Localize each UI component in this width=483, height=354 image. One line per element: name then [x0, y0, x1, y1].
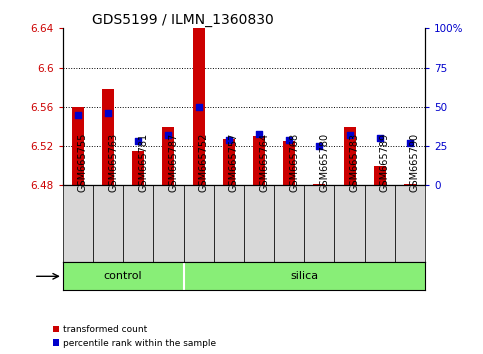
Bar — [102, 89, 114, 185]
Text: GSM665757: GSM665757 — [229, 132, 239, 192]
Text: silica: silica — [290, 271, 318, 281]
Text: GDS5199 / ILMN_1360830: GDS5199 / ILMN_1360830 — [92, 13, 273, 27]
Point — [376, 136, 384, 141]
FancyBboxPatch shape — [304, 185, 334, 262]
Bar — [374, 166, 386, 185]
Text: GSM665780: GSM665780 — [319, 132, 329, 192]
Bar — [72, 107, 84, 185]
FancyBboxPatch shape — [334, 185, 365, 262]
Text: GSM665789: GSM665789 — [380, 132, 390, 192]
Bar — [193, 28, 205, 185]
Bar — [184, 262, 425, 290]
Bar — [63, 262, 184, 290]
Text: GSM665768: GSM665768 — [289, 132, 299, 192]
Point — [315, 143, 323, 149]
FancyBboxPatch shape — [274, 185, 304, 262]
FancyBboxPatch shape — [123, 185, 154, 262]
Bar — [162, 127, 174, 185]
Text: GSM665783: GSM665783 — [350, 132, 359, 192]
FancyBboxPatch shape — [93, 185, 123, 262]
Text: GSM665755: GSM665755 — [78, 132, 88, 192]
FancyBboxPatch shape — [213, 185, 244, 262]
Text: GSM665763: GSM665763 — [108, 132, 118, 192]
Text: GSM665752: GSM665752 — [199, 132, 209, 192]
Point — [285, 137, 293, 143]
Text: GSM665781: GSM665781 — [138, 132, 148, 192]
Point — [255, 131, 263, 136]
Text: GSM665790: GSM665790 — [410, 132, 420, 192]
Point — [165, 132, 172, 138]
Bar — [313, 183, 326, 185]
Text: GSM665764: GSM665764 — [259, 132, 269, 192]
FancyBboxPatch shape — [395, 185, 425, 262]
Point — [225, 137, 233, 143]
Point — [104, 110, 112, 116]
Point — [406, 140, 414, 146]
FancyBboxPatch shape — [365, 185, 395, 262]
FancyBboxPatch shape — [184, 185, 213, 262]
Bar — [283, 141, 295, 185]
Text: GSM665787: GSM665787 — [169, 132, 178, 192]
Point — [195, 104, 202, 110]
Point — [74, 112, 82, 118]
Legend: transformed count, percentile rank within the sample: transformed count, percentile rank withi… — [53, 325, 216, 348]
Bar — [343, 127, 355, 185]
FancyBboxPatch shape — [154, 185, 184, 262]
Text: control: control — [104, 271, 142, 281]
Point — [346, 132, 354, 138]
FancyBboxPatch shape — [63, 185, 93, 262]
FancyBboxPatch shape — [244, 185, 274, 262]
Bar — [132, 151, 144, 185]
Point — [134, 139, 142, 144]
Bar — [253, 136, 265, 185]
Bar — [404, 183, 416, 185]
Bar — [223, 139, 235, 185]
